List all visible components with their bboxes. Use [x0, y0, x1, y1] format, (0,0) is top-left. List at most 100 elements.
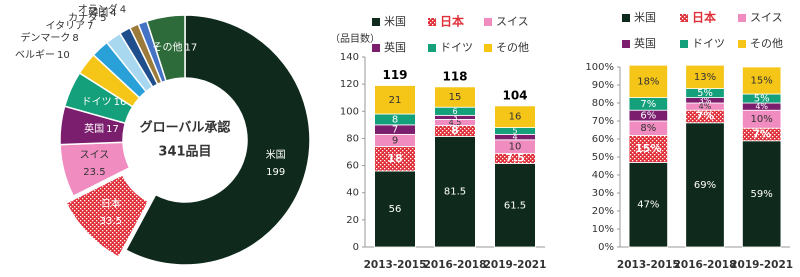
- bar-segment: [374, 170, 416, 248]
- bar-segment: [374, 85, 416, 115]
- bar-value-label: 10: [509, 142, 522, 153]
- y-tick-label: 20%: [592, 206, 614, 217]
- donut-slice: [124, 14, 311, 266]
- legend-swatch: [372, 44, 380, 52]
- x-tick-label: 2019-2021: [730, 259, 793, 271]
- slice-value: 10: [57, 50, 70, 61]
- bar-value-label: 6: [452, 107, 457, 116]
- y-tick-label: 70%: [592, 116, 614, 127]
- slice-value: 8: [72, 33, 78, 44]
- y-tick-label: 80%: [592, 98, 614, 109]
- slice-value: 5: [100, 13, 106, 24]
- bar-value-label: 18%: [637, 76, 659, 87]
- bar-total: 118: [442, 69, 467, 83]
- slice-label: イタリア: [46, 20, 86, 32]
- slice-value: 199: [266, 167, 285, 178]
- bar-value-label: 15: [449, 92, 462, 103]
- y-tick-label: 40: [346, 188, 359, 199]
- x-tick-label: 2016-2018: [424, 259, 487, 271]
- bar-value-label: 10%: [751, 114, 773, 125]
- x-tick-label: 2016-2018: [674, 259, 737, 271]
- bar-segment: [374, 146, 416, 172]
- bar-value-label: 5: [512, 126, 517, 135]
- y-tick-label: 100%: [585, 62, 614, 73]
- bar-value-label: 8: [451, 124, 459, 137]
- bar-value-label: 4%: [699, 102, 712, 111]
- legend-swatch: [622, 14, 630, 22]
- bar-value-label: 4%: [755, 102, 768, 111]
- slice-label: 英国: [84, 122, 104, 135]
- y-tick-label: 60%: [592, 134, 614, 145]
- bar-value-label: 16: [509, 112, 522, 123]
- legend-swatch: [484, 18, 492, 26]
- bar-value-label: 4.5: [449, 118, 462, 127]
- bar-value-label: 9: [392, 135, 398, 146]
- x-tick-label: 2019-2021: [484, 259, 547, 271]
- bar-value-label: 8%: [640, 123, 656, 134]
- bar-value-label: 81.5: [444, 187, 466, 198]
- y-tick-label: 10%: [592, 224, 614, 235]
- bar-value-label: 56: [389, 204, 402, 215]
- slice-value: 4: [110, 8, 116, 19]
- legend-label: 米国: [634, 11, 656, 24]
- slice-value: 4: [120, 4, 126, 15]
- legend-label: 英国: [384, 40, 406, 54]
- legend-label: ドイツ: [440, 41, 473, 54]
- legend-swatch: [428, 18, 436, 26]
- bar-value-label: 59%: [751, 189, 773, 200]
- bar-value-label: 47%: [637, 200, 659, 211]
- y-tick-label: 30%: [592, 188, 614, 199]
- bar-segment: [628, 64, 668, 98]
- legend-swatch: [372, 18, 380, 26]
- y-tick-label: 140: [340, 52, 359, 63]
- slice-label: その他: [153, 41, 183, 54]
- slice-label: オランダ: [78, 2, 118, 15]
- bar-value-label: 8: [392, 114, 398, 125]
- bar-total: 104: [502, 88, 527, 102]
- slice-value: 17: [106, 124, 119, 135]
- bar-value-label: 4: [512, 133, 517, 142]
- center-subtitle: 341品目: [158, 145, 211, 160]
- slice-label: デンマーク: [20, 31, 70, 44]
- legend-label: スイス: [496, 15, 529, 28]
- slice-value: 7: [87, 21, 93, 32]
- legend-label: 日本: [440, 14, 464, 29]
- slice-value: 17: [185, 43, 198, 54]
- slice-value: 33.5: [100, 216, 122, 227]
- bar-value-label: 13%: [694, 72, 716, 83]
- legend-swatch: [738, 40, 746, 48]
- bar-segment: [628, 134, 668, 163]
- y-tick-label: 80: [346, 133, 359, 144]
- y-axis-label: （品目数）: [330, 32, 380, 45]
- legend-swatch: [484, 44, 492, 52]
- slice-value: 16: [114, 97, 127, 108]
- donut-slice: [145, 14, 186, 82]
- y-tick-label: 0: [353, 242, 359, 253]
- center-title: グローバル承認: [140, 120, 231, 136]
- y-tick-label: 20: [346, 215, 359, 226]
- y-tick-label: 0%: [598, 242, 614, 253]
- donut-slice: [65, 173, 150, 259]
- legend-swatch: [428, 44, 436, 52]
- bar-segment: [742, 66, 782, 95]
- slice-label: 米国: [266, 148, 286, 161]
- x-tick-label: 2013-2015: [364, 259, 427, 271]
- slice-value: 23.5: [83, 167, 105, 178]
- bar-value-label: 15%: [635, 142, 661, 155]
- bar-value-label: 7.5: [505, 151, 525, 164]
- slice-label: カナダ: [68, 11, 98, 24]
- slice-label: スイス: [80, 150, 110, 161]
- legend-label: その他: [496, 41, 529, 54]
- legend-label: 米国: [384, 15, 406, 28]
- legend-swatch: [680, 14, 688, 22]
- legend-label: その他: [750, 37, 783, 50]
- legend-swatch: [680, 40, 688, 48]
- bar-value-label: 5%: [754, 94, 770, 105]
- bar-segment: [494, 105, 536, 128]
- y-tick-label: 50%: [592, 152, 614, 163]
- bar-segment: [434, 86, 476, 108]
- y-tick-label: 100: [340, 106, 359, 117]
- bar-segment: [494, 163, 536, 248]
- bar-value-label: 7%: [752, 128, 771, 141]
